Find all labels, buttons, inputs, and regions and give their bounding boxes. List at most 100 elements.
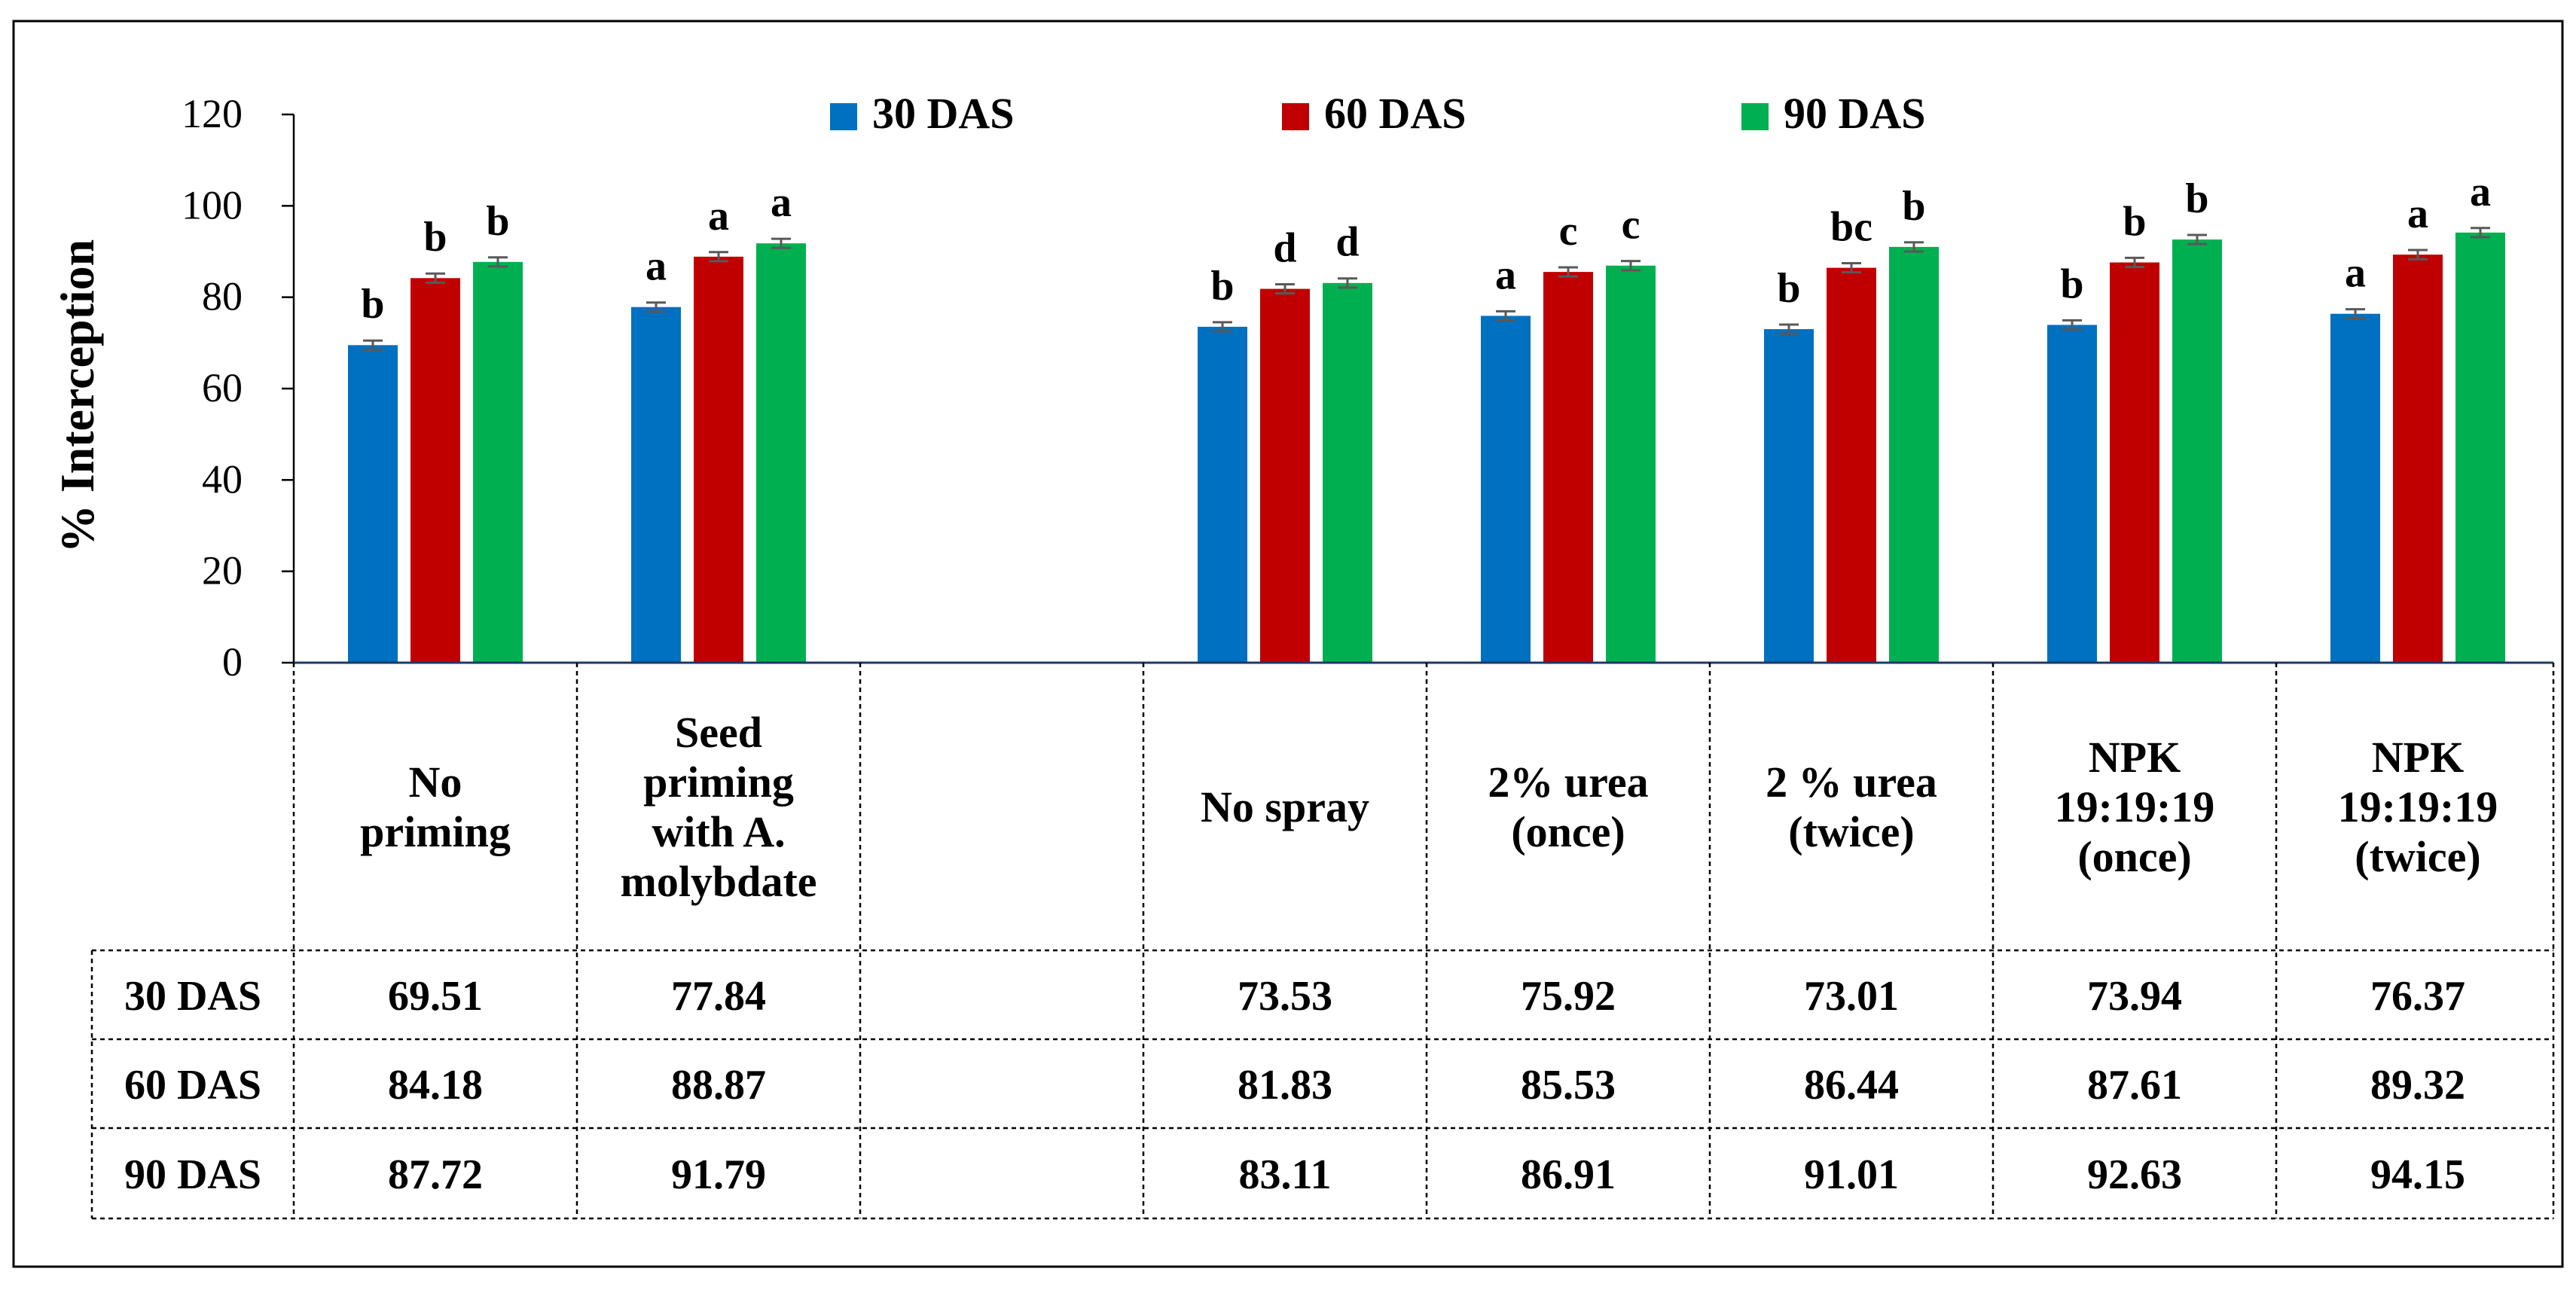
table-value: 73.94 xyxy=(2087,973,2182,1020)
category-label: molybdate xyxy=(621,857,817,906)
table-value: 73.53 xyxy=(1238,973,1332,1020)
y-tick-label: 60 xyxy=(202,365,243,410)
significance-letter: a xyxy=(708,193,729,239)
category-label: No spray xyxy=(1201,782,1369,831)
significance-letter: bc xyxy=(1830,204,1872,251)
bar xyxy=(2110,262,2159,663)
significance-letter: b xyxy=(1777,265,1800,312)
table-row-header: 90 DAS xyxy=(124,1151,261,1198)
table-value: 88.87 xyxy=(671,1062,766,1109)
significance-letter: d xyxy=(1335,219,1359,266)
category-label: 19:19:19 xyxy=(2338,782,2498,831)
bar xyxy=(2330,313,2380,663)
significance-letter: b xyxy=(2185,175,2208,222)
significance-letter: c xyxy=(1559,208,1578,255)
outer-frame xyxy=(12,20,2564,1268)
table-value: 85.53 xyxy=(1521,1062,1616,1109)
table-value: 69.51 xyxy=(388,973,483,1020)
legend-swatch xyxy=(1282,103,1309,130)
table-value: 83.11 xyxy=(1239,1151,1332,1198)
significance-letter: b xyxy=(486,198,509,245)
significance-letter: a xyxy=(2470,169,2491,215)
table-value: 91.79 xyxy=(671,1151,766,1198)
legend-label: 60 DAS xyxy=(1324,89,1467,138)
bar xyxy=(1198,326,1247,663)
category-label: (once) xyxy=(1511,807,1625,856)
table-value: 76.37 xyxy=(2370,973,2465,1020)
legend-swatch xyxy=(1741,103,1769,130)
y-tick-label: 100 xyxy=(182,182,243,227)
table-row-header: 30 DAS xyxy=(124,973,261,1020)
significance-letter: a xyxy=(1495,252,1516,298)
category-label: 19:19:19 xyxy=(2055,782,2215,831)
bar xyxy=(1764,329,1814,663)
table-value: 86.91 xyxy=(1521,1151,1616,1198)
table-value: 77.84 xyxy=(671,973,766,1020)
category-label: with A. xyxy=(652,807,785,856)
significance-letter: b xyxy=(361,281,384,328)
bar xyxy=(1543,272,1593,663)
significance-letter: b xyxy=(1210,263,1234,310)
bar xyxy=(2047,325,2097,663)
bar xyxy=(1889,246,1939,663)
significance-letter: b xyxy=(2060,261,2083,307)
significance-letter: b xyxy=(423,214,447,261)
category-label: (twice) xyxy=(1788,807,1914,856)
table-value: 87.72 xyxy=(388,1151,483,1198)
table-value: 84.18 xyxy=(388,1062,483,1109)
legend-swatch xyxy=(830,103,857,130)
category-label: No xyxy=(409,758,462,807)
bar xyxy=(2455,232,2505,663)
significance-letter: a xyxy=(771,179,792,226)
significance-letter: a xyxy=(2407,191,2428,237)
significance-letter: b xyxy=(1902,183,1925,230)
table-value: 89.32 xyxy=(2370,1062,2465,1109)
table-value: 81.83 xyxy=(1238,1062,1332,1109)
y-tick-label: 0 xyxy=(222,639,243,685)
category-label: NPK xyxy=(2089,733,2181,782)
table-row-header: 60 DAS xyxy=(124,1062,261,1109)
bar xyxy=(1260,288,1310,663)
bar xyxy=(756,243,806,663)
table-value: 94.15 xyxy=(2370,1151,2465,1198)
y-axis-title: % Interception xyxy=(50,239,104,554)
bar xyxy=(1827,267,1876,663)
bar xyxy=(411,278,460,663)
y-tick-label: 80 xyxy=(202,274,243,319)
table-value: 91.01 xyxy=(1804,1151,1899,1198)
table-value: 92.63 xyxy=(2087,1151,2182,1198)
bar xyxy=(2172,239,2222,663)
table-value: 86.44 xyxy=(1804,1062,1899,1109)
table-value: 87.61 xyxy=(2087,1062,2182,1109)
category-label: NPK xyxy=(2372,733,2464,782)
significance-letter: a xyxy=(2345,250,2366,297)
bar xyxy=(694,256,743,663)
category-label: (once) xyxy=(2077,832,2191,881)
bar xyxy=(348,345,398,663)
category-label: Seed xyxy=(675,708,762,757)
significance-letter: a xyxy=(646,243,667,290)
table-value: 73.01 xyxy=(1804,973,1899,1020)
significance-letter: d xyxy=(1273,224,1296,271)
bar xyxy=(1606,265,1656,663)
bar xyxy=(1323,282,1372,663)
category-label: priming xyxy=(360,807,511,856)
bar xyxy=(2393,255,2443,663)
legend-label: 90 DAS xyxy=(1784,89,1926,138)
y-tick-label: 40 xyxy=(202,456,243,502)
table-value: 75.92 xyxy=(1521,973,1616,1020)
significance-letter: c xyxy=(1622,202,1641,249)
bar xyxy=(1481,316,1531,663)
bar xyxy=(473,261,523,663)
category-label: 2% urea xyxy=(1488,758,1648,807)
bar xyxy=(631,306,681,663)
significance-letter: b xyxy=(2123,198,2146,245)
category-label: (twice) xyxy=(2355,832,2480,881)
y-tick-label: 120 xyxy=(182,91,243,136)
category-label: 2 % urea xyxy=(1766,758,1937,807)
category-label: priming xyxy=(643,758,794,807)
y-tick-label: 20 xyxy=(202,548,243,593)
legend-label: 30 DAS xyxy=(872,89,1015,138)
